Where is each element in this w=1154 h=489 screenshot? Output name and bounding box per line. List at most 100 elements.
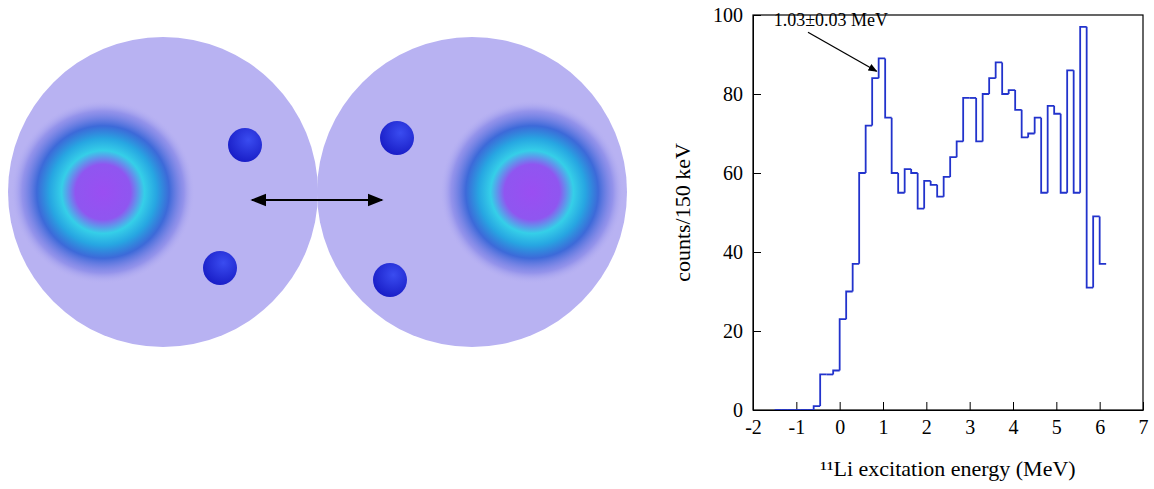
histogram-bin (846, 292, 853, 320)
x-axis-title: ¹¹Li excitation energy (MeV) (820, 456, 1075, 481)
plot-area (775, 27, 1106, 410)
x-tick-mark (970, 402, 971, 410)
histogram-bin (788, 409, 795, 410)
histogram-bin (892, 118, 899, 173)
histogram-bin (1009, 90, 1016, 94)
y-axis-line (753, 16, 754, 411)
histogram-bin (1041, 118, 1048, 193)
y-tick-mark (753, 410, 761, 411)
histogram-bin (905, 169, 912, 193)
histogram-bin (937, 185, 944, 197)
histogram-bin (1093, 216, 1100, 287)
y-tick-label: 0 (733, 399, 743, 421)
histogram-bin (957, 141, 964, 157)
annotation-arrow (808, 32, 877, 71)
y-axis: 0 20 40 60 80 100 (713, 4, 761, 421)
histogram-bin (781, 409, 788, 410)
x-tick: 3 (965, 402, 975, 438)
histogram-bin (1015, 90, 1022, 110)
histogram-bin (840, 319, 847, 370)
y-tick-mark (753, 94, 761, 95)
histogram-bin (911, 169, 918, 173)
histogram-bin (1054, 106, 1061, 114)
annotation: 1.03±0.03 MeV (774, 10, 888, 30)
x-tick-mark (796, 402, 797, 410)
x-tick-label: 1 (879, 416, 889, 438)
halo (317, 37, 627, 347)
x-tick-label: -1 (788, 416, 805, 438)
y-tick: 80 (723, 83, 761, 105)
y-tick-mark (753, 331, 761, 332)
core (440, 100, 624, 284)
histogram-bin (833, 371, 840, 375)
histogram-bin (1061, 114, 1068, 193)
neutron (228, 128, 262, 162)
histogram-bin (1067, 70, 1074, 192)
histogram-bin (950, 157, 957, 177)
histogram-bin (996, 62, 1003, 78)
y-tick: 20 (723, 320, 761, 342)
illustration (8, 37, 627, 347)
histogram-bin (924, 181, 931, 209)
x-tick-label: 3 (965, 416, 975, 438)
x-tick-label: 2 (922, 416, 932, 438)
x-tick-mark (883, 402, 884, 410)
histogram-bin (976, 98, 983, 141)
y-tick-mark (753, 173, 761, 174)
y-tick-label: 100 (713, 4, 743, 26)
y-tick-label: 60 (723, 162, 743, 184)
x-tick: -1 (788, 402, 805, 438)
histogram-bin (989, 78, 996, 94)
y-tick-label: 40 (723, 241, 743, 263)
histogram-bin (820, 374, 827, 406)
histogram-bin (1048, 106, 1055, 193)
x-axis: -2-101234567 (745, 402, 1148, 438)
y-tick-mark (753, 252, 761, 253)
histogram-bin (963, 98, 970, 141)
histogram-bin (879, 58, 886, 78)
y-tick: 60 (723, 162, 761, 184)
histogram-bin (853, 264, 860, 292)
y-tick: 0 (733, 399, 761, 421)
x-tick: 7 (1139, 402, 1149, 438)
x-tick-mark (840, 402, 841, 410)
histogram-bin (801, 409, 808, 410)
histogram-bin (814, 406, 821, 410)
histogram-bin (866, 126, 873, 173)
histogram-bin (1028, 134, 1035, 138)
neutron (203, 251, 237, 285)
histogram-bin (827, 374, 834, 376)
neutron (380, 121, 414, 155)
histogram-bin (775, 409, 782, 410)
y-tick-label: 80 (723, 83, 743, 105)
y-axis-title: counts/150 keV (670, 143, 695, 282)
histogram-bin (807, 409, 814, 410)
y-tick-mark (753, 15, 761, 16)
halo (8, 37, 318, 347)
histogram-bin (1087, 27, 1094, 288)
y-tick: 40 (723, 241, 761, 263)
histogram-bin (872, 78, 879, 125)
y-tick-label: 20 (723, 320, 743, 342)
x-tick: 2 (922, 402, 932, 438)
histogram-bin (970, 97, 977, 99)
neutron (373, 263, 407, 297)
x-tick-mark (1013, 402, 1014, 410)
x-tick: 6 (1095, 402, 1105, 438)
histogram-bin (859, 173, 866, 264)
x-tick-mark (1143, 402, 1144, 410)
histogram-bin (885, 58, 892, 117)
x-tick-label: 0 (835, 416, 845, 438)
histogram-bin (1074, 70, 1081, 192)
histogram-bin (794, 409, 801, 410)
histogram-bin (1002, 62, 1009, 94)
double-arrow (252, 199, 382, 201)
x-tick-label: 7 (1139, 416, 1149, 438)
histogram-bin (918, 173, 925, 209)
histogram-bin (1022, 110, 1028, 138)
x-tick-mark (1100, 402, 1101, 410)
x-tick-label: -2 (745, 416, 762, 438)
x-tick-mark (926, 402, 927, 410)
core (11, 100, 195, 284)
histogram-bin (983, 94, 990, 141)
